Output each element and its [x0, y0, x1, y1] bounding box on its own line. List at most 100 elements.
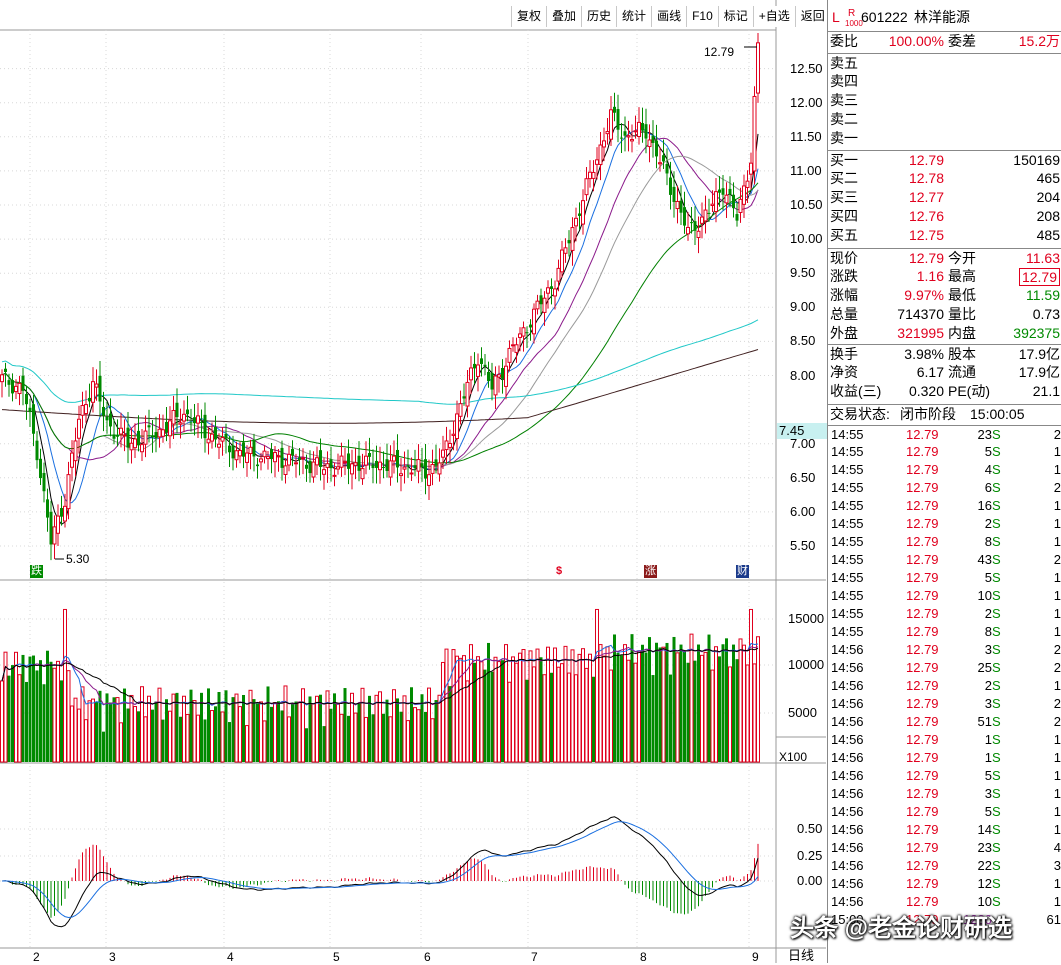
sell-row: 卖二: [828, 110, 1061, 129]
fundamental-row: 净资 6.17 流通 17.9亿: [828, 363, 1061, 382]
candle-body: [662, 155, 665, 162]
toolbar-button[interactable]: 叠加: [546, 6, 582, 27]
volume-bar: [364, 716, 368, 763]
date-tick: 9: [752, 950, 759, 964]
fund-value: 3.98%: [904, 346, 944, 362]
volume-bar: [266, 686, 270, 762]
volume-bar: [189, 689, 193, 762]
candle-body: [357, 455, 361, 471]
weibi-label: 委比: [830, 33, 858, 49]
candle-body: [539, 295, 543, 305]
tick-price: 12.79: [906, 444, 939, 459]
volume-bar: [291, 703, 294, 762]
toolbar-button[interactable]: +自选: [752, 6, 795, 27]
candle-body: [451, 433, 456, 436]
toolbar-button[interactable]: F10: [686, 6, 718, 27]
tick-time: 14:56: [831, 678, 864, 693]
candle-body: [752, 95, 757, 172]
candle-body: [437, 462, 442, 475]
mark-zhang-icon[interactable]: 涨: [644, 565, 657, 578]
fund-value: 6.17: [916, 364, 944, 380]
toolbar-button[interactable]: 标记: [717, 6, 753, 27]
sell-label: 卖二: [830, 111, 858, 127]
candle-body: [350, 463, 354, 475]
toolbar-button[interactable]: 复权: [511, 6, 547, 27]
mark-dollar-icon[interactable]: $: [555, 565, 563, 577]
candle-body: [17, 382, 22, 395]
tick-side: S: [992, 642, 1001, 657]
tick-side: S: [992, 444, 1001, 459]
tick-side: S: [992, 660, 1001, 675]
price-tick: 12.50: [790, 60, 823, 76]
volume-bar: [220, 711, 225, 763]
candle-body: [231, 445, 235, 459]
price-tick: 5.50: [790, 538, 816, 553]
volume-bar: [560, 663, 564, 763]
weicha-label: 委差: [948, 33, 976, 49]
volume-bar: [633, 662, 638, 763]
candle-body: [336, 466, 340, 470]
tick-count: 1: [1053, 462, 1061, 477]
volume-bar: [151, 709, 154, 762]
volume-bar: [25, 681, 28, 762]
candle-body: [525, 332, 529, 334]
kline-chart[interactable]: [0, 0, 827, 963]
toolbar-button[interactable]: 返回: [794, 6, 830, 27]
candle-body: [287, 453, 291, 466]
period-label[interactable]: 日线: [788, 948, 815, 963]
candle-body: [35, 440, 39, 461]
volume-bar: [52, 667, 57, 763]
volume-bar: [686, 662, 690, 762]
volume-bar: [294, 701, 298, 762]
candle-body: [598, 144, 603, 165]
fund-label2: PE(动): [948, 383, 990, 399]
candle-body: [507, 347, 512, 363]
price-tick: 7.00: [790, 435, 816, 451]
candle-body: [322, 469, 326, 475]
toolbar-button[interactable]: 历史: [581, 6, 617, 27]
candle-body: [116, 434, 119, 437]
tick-count: 1: [1053, 588, 1061, 603]
buy-row: 买五 12.75 485: [828, 226, 1061, 245]
volume-bar: [563, 645, 568, 763]
toolbar-button[interactable]: 画线: [651, 6, 687, 27]
candle-body: [245, 452, 249, 463]
candle-body: [427, 474, 431, 486]
volume-bar: [532, 666, 536, 763]
tick-volume: 3: [984, 786, 992, 801]
tick-side: S: [992, 624, 1001, 639]
volume-bar: [7, 675, 11, 762]
volume-bar: [525, 679, 529, 762]
tick-time: 14:55: [831, 516, 864, 531]
volume-bar: [507, 681, 512, 763]
volume-bar: [343, 688, 347, 762]
volume-bar: [46, 650, 49, 762]
mark-die-icon[interactable]: 跌: [30, 565, 43, 578]
candle-body: [546, 287, 550, 294]
toolbar-button[interactable]: 统计: [616, 6, 652, 27]
candle-body: [686, 226, 690, 235]
quote-label: 外盘: [830, 325, 858, 341]
tick-time: 14:56: [831, 714, 864, 729]
candle-body: [665, 164, 669, 174]
tick-count: 1: [1053, 768, 1061, 783]
trade-status: 交易状态: 闭市阶段 15:00:05: [828, 404, 1061, 424]
high-annotation: 12.79: [704, 45, 735, 59]
sell-label: 卖五: [830, 55, 858, 71]
mark-cai-icon[interactable]: 财: [736, 565, 749, 578]
watermark: 头条 @老金论财研选: [790, 915, 1013, 942]
price-tick: 8.00: [790, 367, 816, 383]
volume-bar: [277, 701, 280, 762]
tick-volume: 2: [984, 516, 992, 531]
tick-row: 14:56 12.79 2 S 1: [828, 677, 1061, 695]
candle-body: [276, 455, 281, 458]
tick-count: 4: [1053, 840, 1061, 855]
date-tick: 6: [424, 950, 431, 964]
candle-body: [669, 177, 672, 195]
tick-side: S: [992, 876, 1001, 891]
candle-body: [364, 455, 368, 466]
volume-bar: [382, 713, 385, 762]
volume-bar: [245, 725, 249, 763]
candle-body: [252, 440, 256, 457]
volume-bar: [550, 672, 553, 762]
